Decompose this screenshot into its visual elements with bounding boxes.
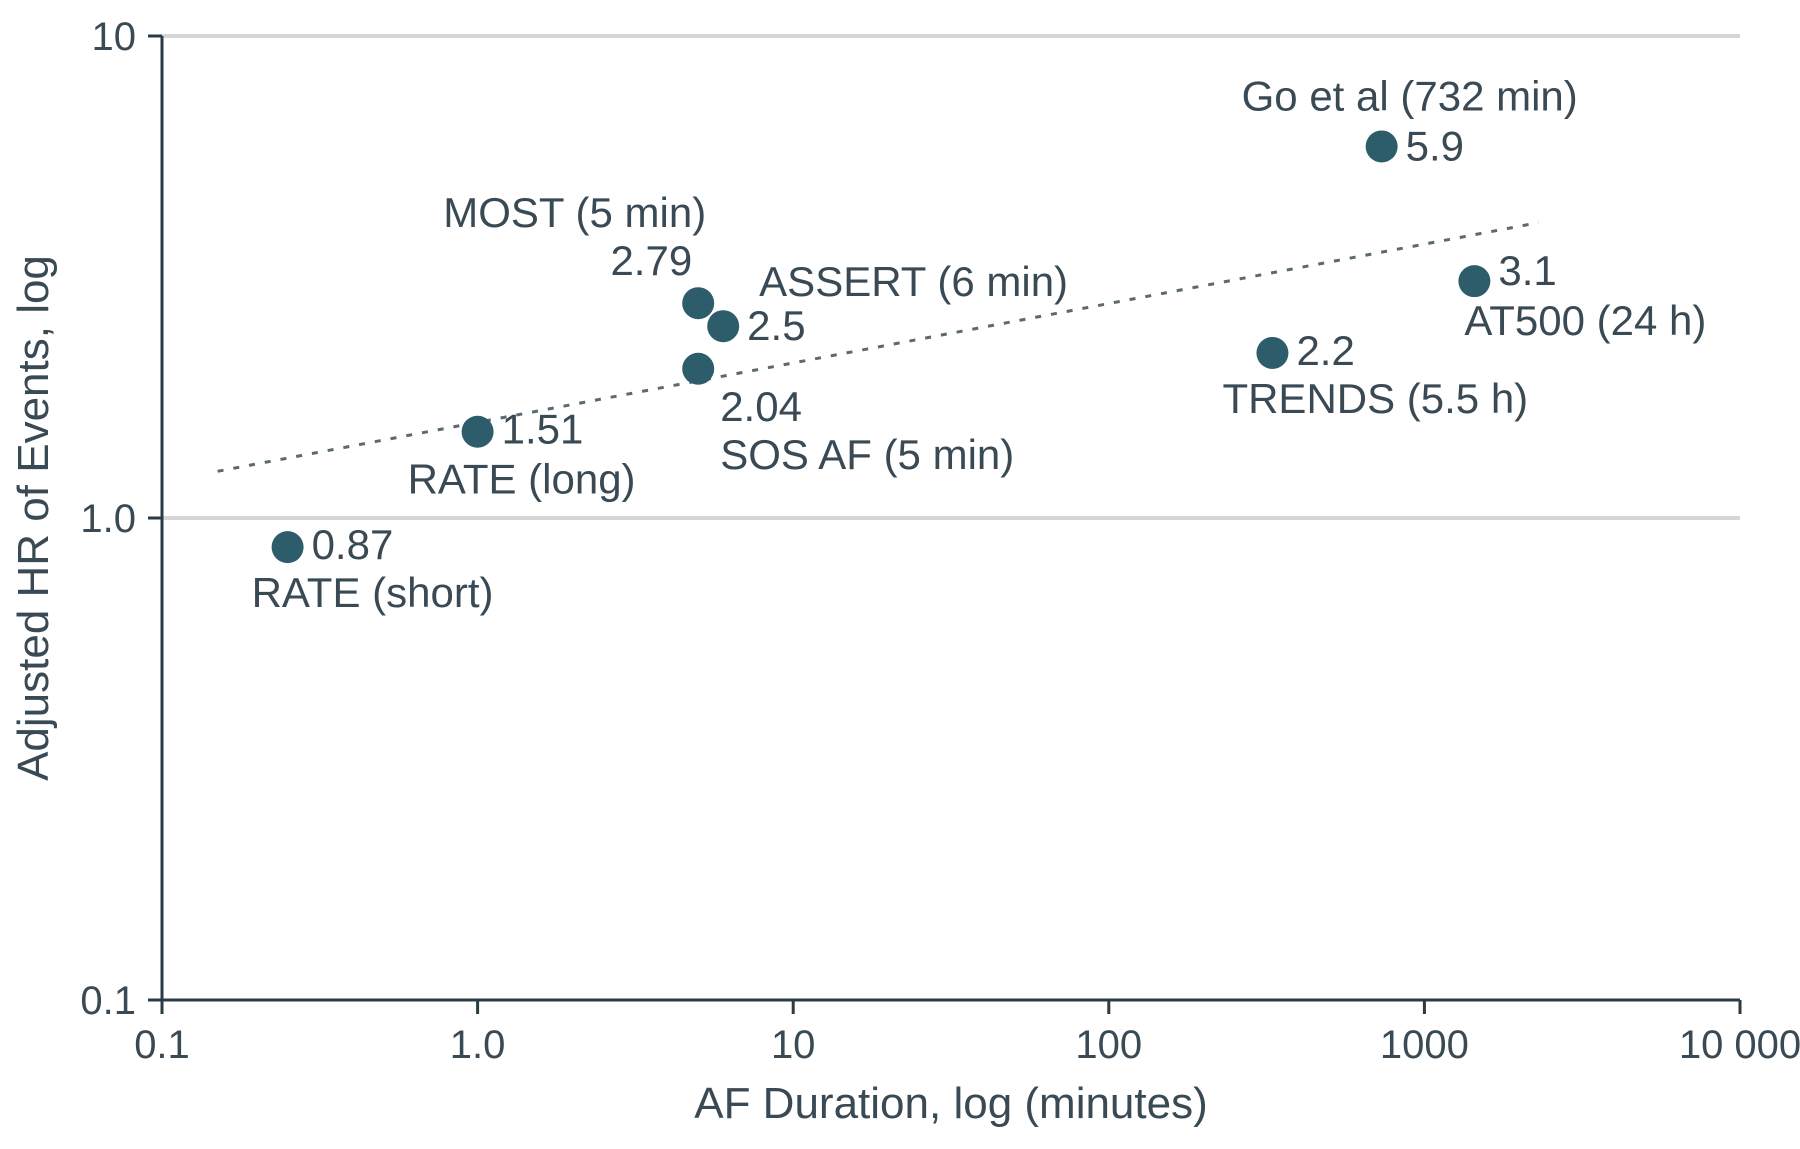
x-tick-label: 0.1	[134, 1023, 190, 1067]
point-note-rate-long: RATE (long)	[408, 456, 636, 503]
point-assert	[707, 310, 739, 342]
y-tick-label: 0.1	[80, 979, 136, 1023]
x-tick-label: 100	[1075, 1023, 1142, 1067]
point-note-most: MOST (5 min)	[443, 189, 706, 236]
y-tick-label: 1.0	[80, 497, 136, 541]
point-note-trends: TRENDS (5.5 h)	[1222, 375, 1528, 422]
point-note-at500: AT500 (24 h)	[1464, 297, 1706, 344]
x-axis-title: AF Duration, log (minutes)	[694, 1079, 1208, 1128]
point-value-trends: 2.2	[1296, 327, 1354, 374]
point-value-most: 2.79	[610, 237, 692, 284]
point-at500	[1458, 265, 1490, 297]
point-value-go-et-al: 5.9	[1406, 122, 1464, 169]
point-value-assert: 2.5	[747, 302, 805, 349]
point-note-sos-af: SOS AF (5 min)	[720, 431, 1014, 478]
point-note-go-et-al: Go et al (732 min)	[1242, 72, 1578, 119]
y-tick-label: 10	[92, 15, 137, 59]
chart-container: 0.1 1.0 10 100 1000 10 000 0.1 1.0 10 AF Duration…	[0, 0, 1800, 1149]
y-axis-title: Adjusted HR of Events, log	[9, 255, 58, 781]
point-go-et-al	[1366, 130, 1398, 162]
point-trends	[1256, 337, 1288, 369]
x-tick-label: 1000	[1380, 1023, 1469, 1067]
x-tick-label: 1.0	[450, 1023, 506, 1067]
point-most	[682, 287, 714, 319]
point-value-sos-af: 2.04	[720, 383, 802, 430]
point-note-assert: ASSERT (6 min)	[759, 258, 1068, 305]
x-tick-label: 10 000	[1679, 1023, 1800, 1067]
point-note-rate-short: RATE (short)	[252, 569, 494, 616]
point-value-rate-long: 1.51	[502, 406, 584, 453]
point-rate-short	[272, 531, 304, 563]
scatter-chart: 0.1 1.0 10 100 1000 10 000 0.1 1.0 10 AF Duration…	[0, 0, 1800, 1149]
point-sos-af	[682, 353, 714, 385]
point-value-rate-short: 0.87	[312, 521, 394, 568]
point-rate-long	[462, 416, 494, 448]
point-value-at500: 3.1	[1498, 247, 1556, 294]
x-tick-label: 10	[771, 1023, 816, 1067]
